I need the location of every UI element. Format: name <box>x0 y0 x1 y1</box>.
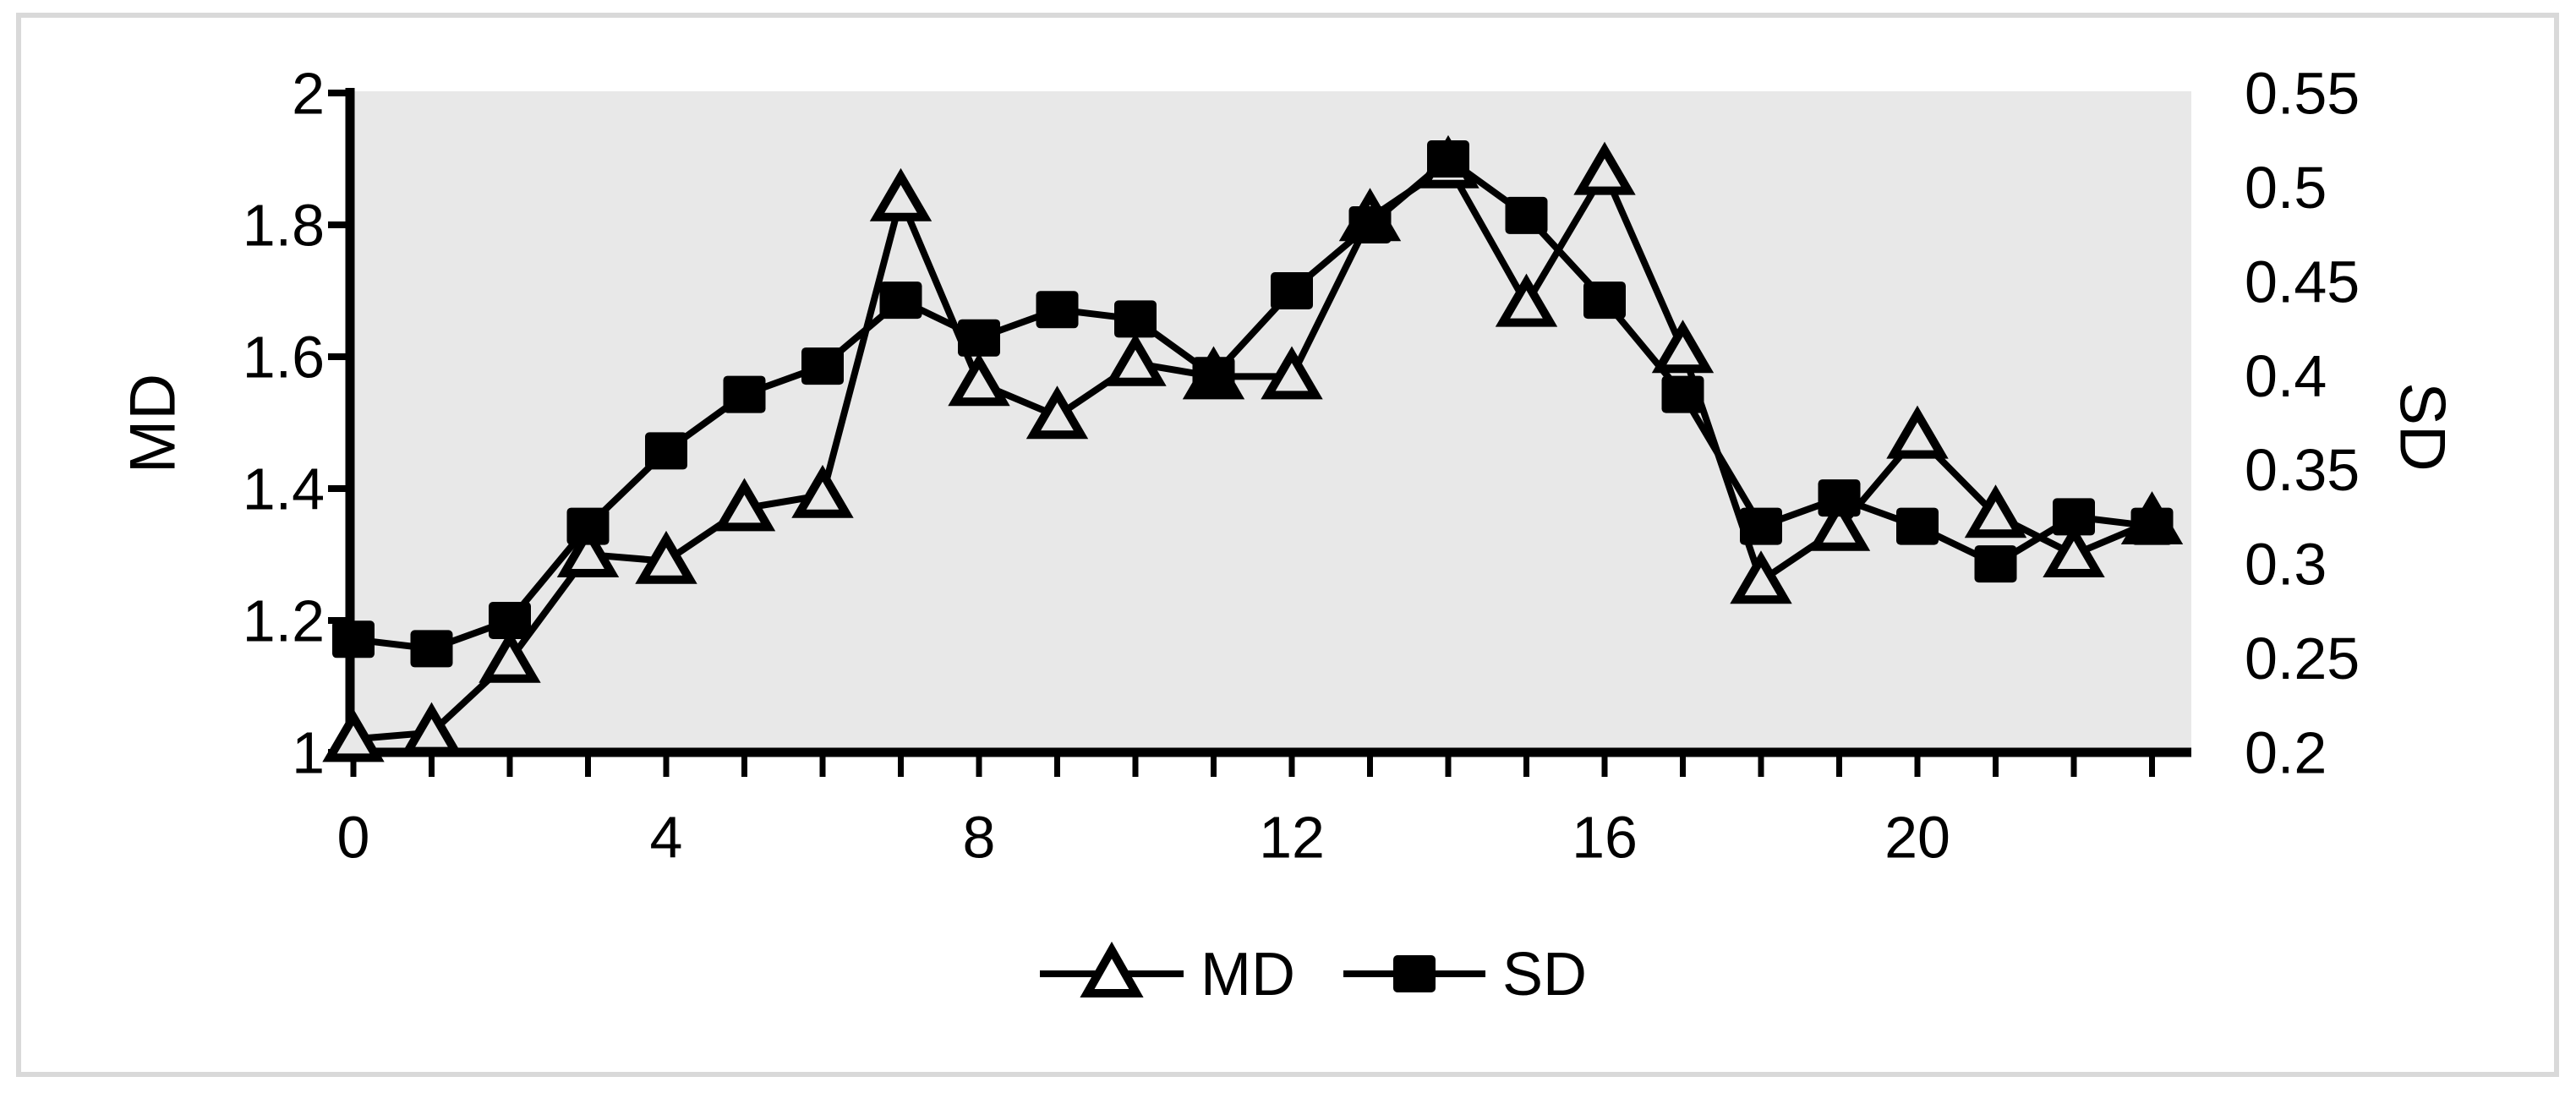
right-axis-tick-label: 0.45 <box>2245 249 2360 314</box>
md-data-point-triangle <box>1886 405 1949 459</box>
sd-data-point-square <box>1896 507 1939 545</box>
left-axis-tick-label: 1.8 <box>243 193 325 259</box>
md-data-point-triangle <box>2043 524 2105 577</box>
sd-data-point-square <box>879 281 922 320</box>
figure-border <box>16 13 2559 1077</box>
right-axis-tick-label: 0.2 <box>2245 720 2327 786</box>
right-axis-tick-label: 0.5 <box>2245 155 2327 221</box>
sd-data-point-square <box>801 347 844 385</box>
x-axis-tick-label: 16 <box>1572 805 1638 871</box>
sd-data-point-square <box>1114 300 1157 338</box>
right-axis-tick-label: 0.25 <box>2245 626 2360 691</box>
md-data-point-triangle <box>556 524 620 577</box>
legend: MD SD <box>1040 941 1587 1008</box>
x-axis-tick-label: 0 <box>337 805 370 871</box>
right-axis-tick-label: 0.4 <box>2245 343 2327 409</box>
sd-data-point-square <box>1505 196 1548 234</box>
sd-data-point-square <box>723 375 766 413</box>
md-data-point-triangle <box>1964 484 2027 538</box>
left-axis-tick-label: 1 <box>292 720 325 786</box>
right-axis-tick-label: 0.55 <box>2245 61 2360 127</box>
md-data-point-triangle <box>1730 550 1792 604</box>
legend-md-triangle-icon <box>1080 941 1144 997</box>
sd-data-point-square <box>1818 479 1861 517</box>
x-axis-tick-label: 4 <box>650 805 683 871</box>
md-data-point-triangle <box>948 352 1010 407</box>
left-axis-tick-label: 1.6 <box>243 325 325 391</box>
right-axis-title: SD <box>2386 382 2458 472</box>
sd-data-point-square <box>2053 498 2095 536</box>
sd-data-point-square <box>1427 140 1469 178</box>
sd-data-point-square <box>1974 545 2017 583</box>
md-data-point-triangle <box>322 708 385 762</box>
sd-data-point-square <box>1661 375 1704 413</box>
sd-data-point-square <box>1740 507 1782 545</box>
left-axis-tick-label: 1.2 <box>243 588 325 654</box>
sd-data-point-square <box>1036 291 1079 329</box>
legend-sd-square-icon <box>1393 955 1436 992</box>
right-axis-tick-label: 0.35 <box>2245 437 2360 503</box>
x-axis-tick-label: 8 <box>963 805 996 871</box>
md-data-point-triangle <box>1261 346 1323 400</box>
md-data-point-triangle <box>479 629 541 683</box>
md-data-point-triangle <box>1808 497 1871 551</box>
x-axis-tick-label: 20 <box>1884 805 1950 871</box>
sd-data-point-square <box>332 620 375 659</box>
left-axis-tick-labels: 2 1.8 1.6 1.4 1.2 1 <box>243 61 325 786</box>
x-axis-tick-label: 12 <box>1259 805 1325 871</box>
legend-md-label: MD <box>1200 941 1295 1008</box>
sd-data-point-square <box>566 507 610 545</box>
md-data-point-triangle <box>1025 385 1089 440</box>
right-axis-tick-labels: 0.55 0.5 0.45 0.4 0.35 0.3 0.25 0.2 <box>2245 61 2360 786</box>
md-data-point-triangle <box>869 167 933 221</box>
x-axis-ticks <box>350 757 2155 777</box>
md-data-point-triangle <box>791 464 854 518</box>
md-data-point-triangle <box>1573 141 1636 195</box>
left-axis-title: MD <box>118 374 189 473</box>
left-axis-tick-label: 2 <box>292 61 325 127</box>
left-axis-tick-label: 1.4 <box>243 456 325 522</box>
sd-data-point-square <box>958 319 1000 357</box>
sd-data-point-square <box>1583 281 1626 320</box>
md-data-point-triangle <box>400 702 463 756</box>
md-data-point-triangle <box>1495 273 1558 327</box>
sd-data-point-square <box>1271 272 1313 309</box>
sd-data-point-square <box>2130 507 2174 545</box>
md-data-point-triangle <box>1104 332 1167 386</box>
right-axis-tick-label: 0.3 <box>2245 532 2327 598</box>
sd-data-point-square <box>410 630 453 668</box>
sd-data-point-square <box>1348 206 1392 243</box>
sd-data-point-square <box>489 602 531 639</box>
x-axis-tick-labels: 0 4 8 12 16 20 <box>337 805 1950 871</box>
sd-series <box>332 140 2174 668</box>
md-data-point-triangle <box>1651 320 1715 374</box>
md-data-point-triangle <box>713 478 776 532</box>
legend-sd-label: SD <box>1502 941 1587 1008</box>
sd-data-point-square <box>645 432 687 470</box>
sd-data-point-square <box>1192 357 1235 395</box>
plot-area <box>353 91 2191 752</box>
md-data-point-triangle <box>635 530 697 584</box>
